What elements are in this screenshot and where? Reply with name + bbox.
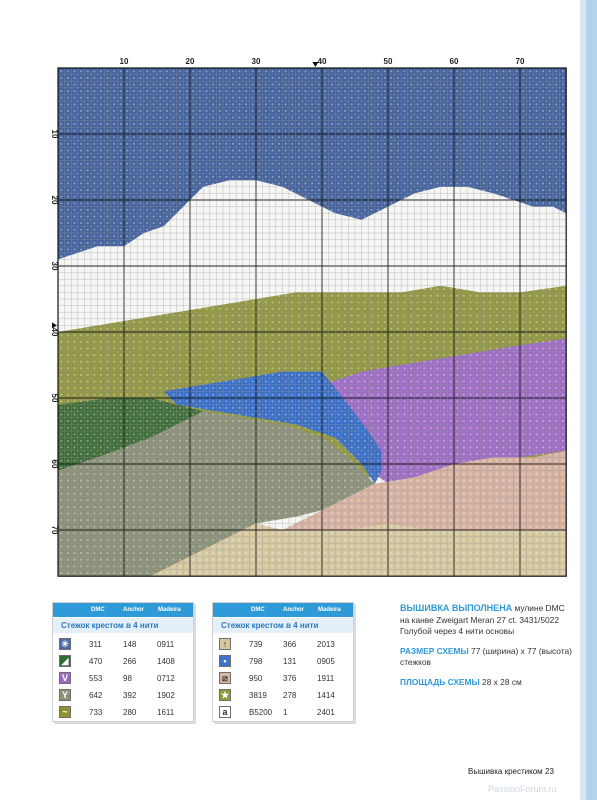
legend-left: DMC Anchor Madeira Стежок крестом в 4 ни…: [52, 602, 194, 722]
legend-anchor-code: 1: [283, 708, 288, 717]
header-anchor: Anchor: [123, 607, 144, 613]
legend-title: Стежок крестом в 4 нити: [53, 618, 193, 633]
thread-symbol-icon: ⧄: [219, 672, 231, 684]
info-size: РАЗМЕР СХЕМЫ 77 (ширина) х 77 (высота) с…: [400, 645, 572, 668]
legend-row: ✳ 311 148 0911: [53, 635, 193, 652]
thread-symbol-icon: Y: [59, 689, 71, 701]
stitch-marks: [60, 70, 565, 575]
legend-title: Стежок крестом в 4 нити: [213, 618, 353, 633]
legend-dmc-code: 3819: [249, 691, 267, 700]
legend-row: V 553 98 0712: [53, 669, 193, 686]
column-number-label: 30: [252, 57, 261, 66]
header-madeira: Madeira: [158, 607, 181, 613]
legend-header: DMC Anchor Madeira: [213, 603, 353, 617]
column-number-label: 70: [516, 57, 525, 66]
legend-dmc-code: B5200: [249, 708, 273, 717]
legend-madeira-code: 1902: [157, 691, 175, 700]
thread-symbol-icon: ~: [59, 706, 71, 718]
row-number-label: 40: [50, 328, 59, 337]
page-footer: Вышивка крестиком 23: [468, 767, 554, 776]
legend-anchor-code: 366: [283, 640, 297, 649]
column-number-label: 50: [384, 57, 393, 66]
legend-right: DMC Anchor Madeira Стежок крестом в 4 ни…: [212, 602, 354, 722]
legend-anchor-code: 280: [123, 708, 137, 717]
cross-stitch-chart: 10 20 30 40 50 60 70 10 20 30 40 50 60 70: [44, 52, 584, 587]
legend-madeira-code: 2401: [317, 708, 335, 717]
sky-area: [58, 68, 567, 260]
legend-header: DMC Anchor Madeira: [53, 603, 193, 617]
legend-madeira-code: 1911: [317, 674, 335, 683]
thread-symbol-icon: ↑: [219, 638, 231, 650]
legend-dmc-code: 950: [249, 674, 263, 683]
legend-row: a B5200 1 2401: [213, 703, 353, 720]
legend-dmc-code: 739: [249, 640, 263, 649]
legend-dmc-code: 553: [89, 674, 103, 683]
legend-row: ↑ 739 366 2013: [213, 635, 353, 652]
legend-dmc-code: 470: [89, 657, 103, 666]
legend-madeira-code: 0905: [317, 657, 335, 666]
watermark: PassionForum.ru: [488, 784, 557, 794]
legend-row: ~733 280 1611: [53, 703, 193, 720]
row-number-label: 60: [50, 460, 59, 469]
row-number-label: 30: [50, 262, 59, 271]
legend-row: ◢ 470 266 1408: [53, 652, 193, 669]
header-anchor: Anchor: [283, 607, 304, 613]
thread-symbol-icon: ◢: [59, 655, 71, 667]
center-arrow-icon: [52, 322, 57, 329]
chart-border: [57, 67, 567, 577]
center-arrow-icon: [312, 62, 319, 67]
column-number-label: 40: [318, 57, 327, 66]
legend-anchor-code: 148: [123, 640, 137, 649]
legend-row: ★ 3819 278 1414: [213, 686, 353, 703]
info-materials: ВЫШИВКА ВЫПОЛНЕНА мулине DMC на канве Zw…: [400, 603, 565, 637]
legend-anchor-code: 98: [123, 674, 132, 683]
legend-anchor-code: 376: [283, 674, 297, 683]
legend-anchor-code: 266: [123, 657, 137, 666]
legend-dmc-code: 733: [89, 708, 103, 717]
row-number-label: 70: [50, 526, 59, 535]
info-area: ПЛОЩАДЬ СХЕМЫ 28 х 28 см: [400, 676, 522, 687]
legend-dmc-code: 311: [89, 640, 102, 649]
page-edge-strip: [580, 0, 597, 800]
thread-symbol-icon: ✳: [59, 638, 71, 650]
legend-dmc-code: 798: [249, 657, 263, 666]
page-number: 23: [545, 767, 554, 776]
row-number-label: 10: [50, 130, 59, 139]
legend-madeira-code: 1414: [317, 691, 335, 700]
column-number-label: 60: [450, 57, 459, 66]
legend-madeira-code: 0911: [157, 640, 175, 649]
legend-anchor-code: 131: [283, 657, 297, 666]
header-dmc: DMC: [251, 607, 265, 613]
legend-madeira-code: 0712: [157, 674, 175, 683]
pattern-info: ВЫШИВКА ВЫПОЛНЕНА мулине DMC на канве Zw…: [400, 603, 575, 697]
legend-madeira-code: 1611: [157, 708, 175, 717]
legend-row: • 798 131 0905: [213, 652, 353, 669]
pattern-grid: 10 20 30 40 50 60 70 10 20 30 40 50 60 70: [50, 57, 567, 577]
row-number-label: 20: [50, 196, 59, 205]
header-dmc: DMC: [91, 607, 105, 613]
magazine-title: Вышивка крестиком: [468, 767, 543, 776]
legend-madeira-code: 2013: [317, 640, 335, 649]
thread-symbol-icon: a: [219, 706, 231, 718]
legend-row: ⧄ 950 376 1911: [213, 669, 353, 686]
row-number-label: 50: [50, 394, 59, 403]
thread-symbol-icon: V: [59, 672, 71, 684]
header-madeira: Madeira: [318, 607, 341, 613]
thread-symbol-icon: ★: [219, 689, 231, 701]
blue-lake: [163, 371, 382, 484]
column-number-label: 10: [120, 57, 129, 66]
legend-dmc-code: 642: [89, 691, 103, 700]
column-number-label: 20: [186, 57, 195, 66]
legend-anchor-code: 392: [123, 691, 137, 700]
legend-anchor-code: 278: [283, 691, 297, 700]
legend-row: Y 642 392 1902: [53, 686, 193, 703]
legend-madeira-code: 1408: [157, 657, 175, 666]
thread-symbol-icon: •: [219, 655, 231, 667]
